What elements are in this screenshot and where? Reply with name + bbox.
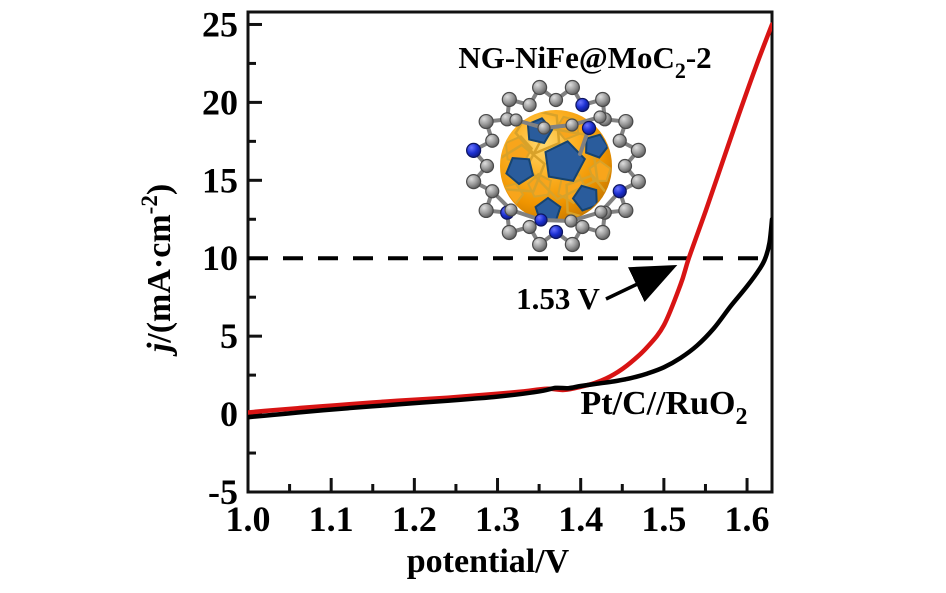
curves-group bbox=[248, 22, 772, 420]
carbon-atom bbox=[618, 113, 634, 130]
nitrogen-atom bbox=[575, 97, 590, 113]
carbon-atom bbox=[522, 219, 537, 235]
carbon-atom bbox=[630, 174, 646, 190]
carbon-atom bbox=[565, 118, 579, 132]
molecule-inset bbox=[466, 79, 646, 253]
blue-facet bbox=[505, 157, 535, 186]
black-curve-ptc-ruo2 bbox=[248, 217, 772, 420]
axis-box bbox=[246, 10, 774, 494]
carbon-atom bbox=[630, 142, 646, 158]
blue-facet bbox=[571, 184, 598, 212]
carbon-atom bbox=[548, 92, 564, 108]
carbon-atom bbox=[575, 219, 590, 235]
nitrogen-atom bbox=[581, 120, 597, 136]
carbon-atom bbox=[564, 79, 580, 96]
series-label-black-sub: 2 bbox=[735, 404, 747, 430]
y-tick-label: 5 bbox=[220, 316, 238, 356]
seam-outline bbox=[525, 126, 599, 201]
x-tick-label: 1.4 bbox=[558, 499, 603, 539]
carbon-atom bbox=[466, 174, 482, 190]
carbon-atom bbox=[501, 91, 517, 108]
y-tick-label: 10 bbox=[202, 238, 238, 278]
y-tick-label: 0 bbox=[220, 394, 238, 434]
y-tick-label: 15 bbox=[202, 160, 238, 200]
y-title-main: /(mA·cm bbox=[141, 214, 178, 343]
carbon-atom bbox=[485, 184, 500, 199]
nitrogen-atom bbox=[466, 142, 482, 158]
carbon-atom bbox=[564, 214, 578, 228]
nitrogen-atom bbox=[548, 224, 564, 240]
y-tick-label: -5 bbox=[208, 472, 238, 512]
x-tick-label: 1.2 bbox=[392, 499, 437, 539]
carbon-atom bbox=[612, 133, 627, 148]
seam-outline bbox=[501, 143, 546, 193]
x-tick-label: 1.0 bbox=[226, 499, 271, 539]
x-tick-label: 1.6 bbox=[725, 499, 770, 539]
carbon-atom bbox=[501, 224, 517, 241]
carbon-atom bbox=[478, 202, 494, 219]
axis-ticks bbox=[246, 22, 749, 494]
annotation-arrow bbox=[605, 264, 678, 302]
y-title-superscript: -2 bbox=[137, 195, 162, 214]
series-label-black-main: Pt/C//RuO bbox=[581, 385, 736, 422]
nitrogen-atom bbox=[534, 213, 548, 227]
carbon-atom bbox=[532, 79, 548, 96]
carbon-atom bbox=[617, 158, 633, 174]
carbon-atom bbox=[532, 236, 548, 253]
carbon-atom bbox=[618, 202, 634, 219]
carbon-atom bbox=[478, 113, 494, 130]
series-label-red-main: NG-NiFe@MoC bbox=[458, 40, 675, 75]
x-tick-label: 1.5 bbox=[641, 499, 686, 539]
carbon-atom bbox=[522, 97, 537, 113]
y-tick-label: 20 bbox=[202, 82, 238, 122]
annotation-1-53V: 1.53 V bbox=[516, 281, 600, 316]
carbon-atom bbox=[537, 121, 551, 135]
carbon-atom bbox=[509, 113, 523, 127]
nitrogen-atom bbox=[612, 184, 627, 199]
x-tick-label: 1.1 bbox=[309, 499, 354, 539]
carbon-atom bbox=[595, 224, 611, 241]
series-label-red-sub: 2 bbox=[675, 58, 686, 83]
y-title-end: ) bbox=[141, 184, 178, 195]
carbon-atom bbox=[504, 203, 518, 217]
carbon-atom bbox=[479, 158, 495, 174]
series-label-black: Pt/C//RuO2 bbox=[581, 385, 748, 430]
series-label-red: NG-NiFe@MoC2-2 bbox=[458, 40, 711, 83]
carbon-atom bbox=[594, 205, 608, 219]
x-tick-label: 1.3 bbox=[475, 499, 520, 539]
y-tick-label: 25 bbox=[202, 4, 238, 44]
x-axis-title: potential/V bbox=[407, 543, 570, 580]
core-facets bbox=[501, 111, 611, 221]
series-label-red-end: -2 bbox=[686, 40, 712, 75]
blue-facet bbox=[544, 140, 587, 183]
carbon-atom bbox=[564, 236, 580, 253]
carbon-atom bbox=[595, 91, 611, 108]
y-axis-title: j/(mA·cm-2) bbox=[137, 184, 178, 357]
carbon-atom bbox=[485, 133, 500, 148]
carbon-atom bbox=[593, 110, 607, 124]
cage-atoms bbox=[466, 79, 646, 253]
